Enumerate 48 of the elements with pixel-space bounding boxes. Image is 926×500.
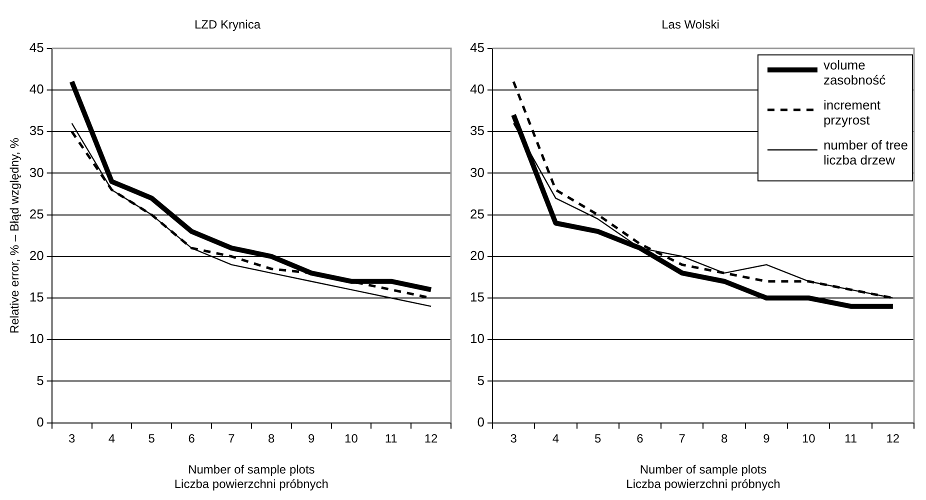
y-tick-label: 30 — [470, 164, 484, 180]
y-tick-label: 45 — [29, 40, 44, 55]
legend-label: increment przyrost — [823, 97, 881, 128]
x-tick-label: 12 — [424, 431, 438, 446]
y-tick-label: 35 — [29, 123, 44, 138]
x-tick-label: 8 — [268, 431, 276, 446]
x-axis-title: Number of sample plots Liczba powierzchni próbnych — [626, 462, 780, 492]
y-tick-label: 20 — [29, 248, 44, 263]
x-tick-label: 8 — [720, 431, 728, 446]
x-tick-label: 4 — [552, 431, 560, 446]
y-tick-label: 25 — [29, 206, 44, 222]
x-tick-label: 7 — [678, 431, 686, 446]
y-tick-label: 30 — [29, 164, 44, 180]
y-tick-label: 5 — [477, 372, 484, 388]
x-tick-label: 6 — [188, 431, 196, 446]
chart-title: LZD Krynica — [194, 18, 261, 32]
legend-label: volume zasobność — [823, 57, 886, 88]
x-tick-label: 4 — [108, 431, 116, 446]
y-tick-label: 40 — [29, 82, 44, 97]
x-tick-label: 11 — [384, 431, 398, 446]
x-tick-label: 3 — [510, 431, 518, 446]
x-tick-label: 12 — [886, 431, 900, 446]
x-tick-label: 10 — [802, 431, 816, 446]
y-tick-label: 20 — [470, 248, 484, 263]
y-tick-label: 5 — [36, 372, 44, 388]
y-tick-label: 40 — [470, 82, 484, 97]
y-tick-label: 0 — [477, 414, 484, 430]
x-tick-label: 6 — [636, 431, 644, 446]
y-tick-label: 15 — [470, 290, 484, 305]
x-tick-label: 5 — [594, 431, 602, 446]
y-tick-label: 0 — [36, 414, 44, 430]
x-tick-label: 7 — [228, 431, 236, 446]
x-tick-label: 10 — [344, 431, 358, 446]
y-tick-label: 10 — [29, 331, 44, 346]
y-tick-label: 35 — [470, 123, 484, 138]
y-tick-label: 15 — [29, 290, 44, 305]
x-tick-label: 9 — [763, 431, 770, 446]
chart-title: Las Wolski — [662, 18, 720, 32]
legend-label: number of tree liczba drzew — [823, 137, 908, 168]
x-axis-title: Number of sample plots Liczba powierzchni próbnych — [174, 462, 328, 492]
x-tick-label: 11 — [844, 431, 858, 446]
y-tick-label: 25 — [470, 206, 484, 222]
x-tick-label: 9 — [308, 431, 315, 446]
y-axis-title: Relative error, % – Błąd względny, % — [8, 137, 22, 334]
x-tick-label: 5 — [148, 431, 156, 446]
x-tick-label: 3 — [68, 431, 76, 446]
y-tick-label: 45 — [470, 40, 484, 55]
y-tick-label: 10 — [470, 331, 484, 346]
